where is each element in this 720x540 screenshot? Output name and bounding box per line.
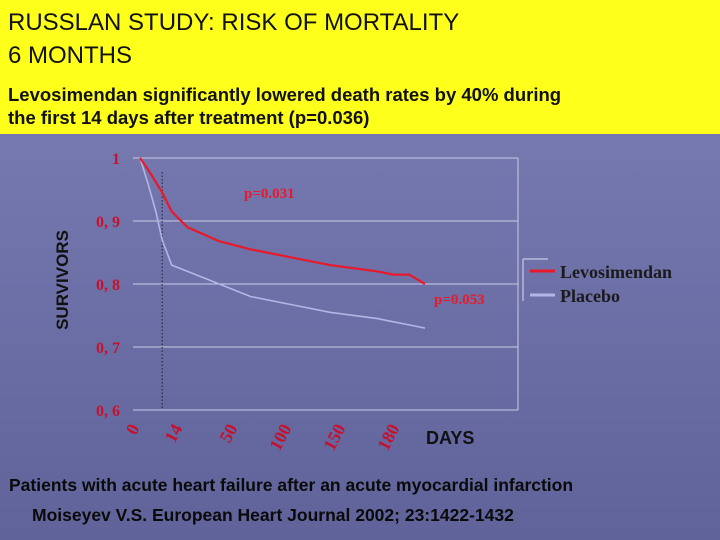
x-axis-label: DAYS (426, 428, 474, 448)
x-tick-label: 50 (215, 420, 241, 445)
series-line-placebo (139, 157, 426, 329)
x-tick-label: 150 (319, 420, 349, 453)
legend-levosimendan-label: Levosimendan (560, 262, 672, 282)
x-tick-label: 0 (122, 420, 144, 437)
slide-title-line-1: RUSSLAN STUDY: RISK OF MORTALITY (8, 9, 460, 36)
slide-subtitle-line-1: Levosimendan significantly lowered death… (8, 84, 562, 105)
slide-subtitle-line-2: the first 14 days after treatment (p=0.0… (8, 107, 370, 128)
p-value-annotation: p=0.053 (434, 292, 485, 308)
x-tick-label: 100 (265, 420, 295, 453)
chart-legend: Levosimendan Placebo (522, 258, 672, 306)
y-axis-label: SURVIVORS (53, 230, 72, 330)
y-tick-label: 0, 8 (96, 277, 120, 294)
footer-citation: Moiseyev V.S. European Heart Journal 200… (32, 505, 514, 525)
p-value-annotation: p=0.031 (244, 186, 295, 202)
y-tick-label: 0, 9 (96, 214, 120, 231)
x-tick-label: 180 (373, 420, 403, 453)
slide-title-line-2: 6 MONTHS (8, 42, 133, 69)
x-tick-label: 14 (160, 420, 186, 445)
footer-caption: Patients with acute heart failure after … (9, 475, 574, 495)
y-tick-label: 1 (112, 151, 120, 168)
y-tick-label: 0, 6 (96, 403, 120, 420)
series-line-levosimendan (139, 157, 426, 285)
legend-placebo-label: Placebo (560, 286, 620, 306)
title-banner: RUSSLAN STUDY: RISK OF MORTALITY 6 MONTH… (0, 0, 720, 134)
y-tick-label: 0, 7 (96, 340, 120, 357)
